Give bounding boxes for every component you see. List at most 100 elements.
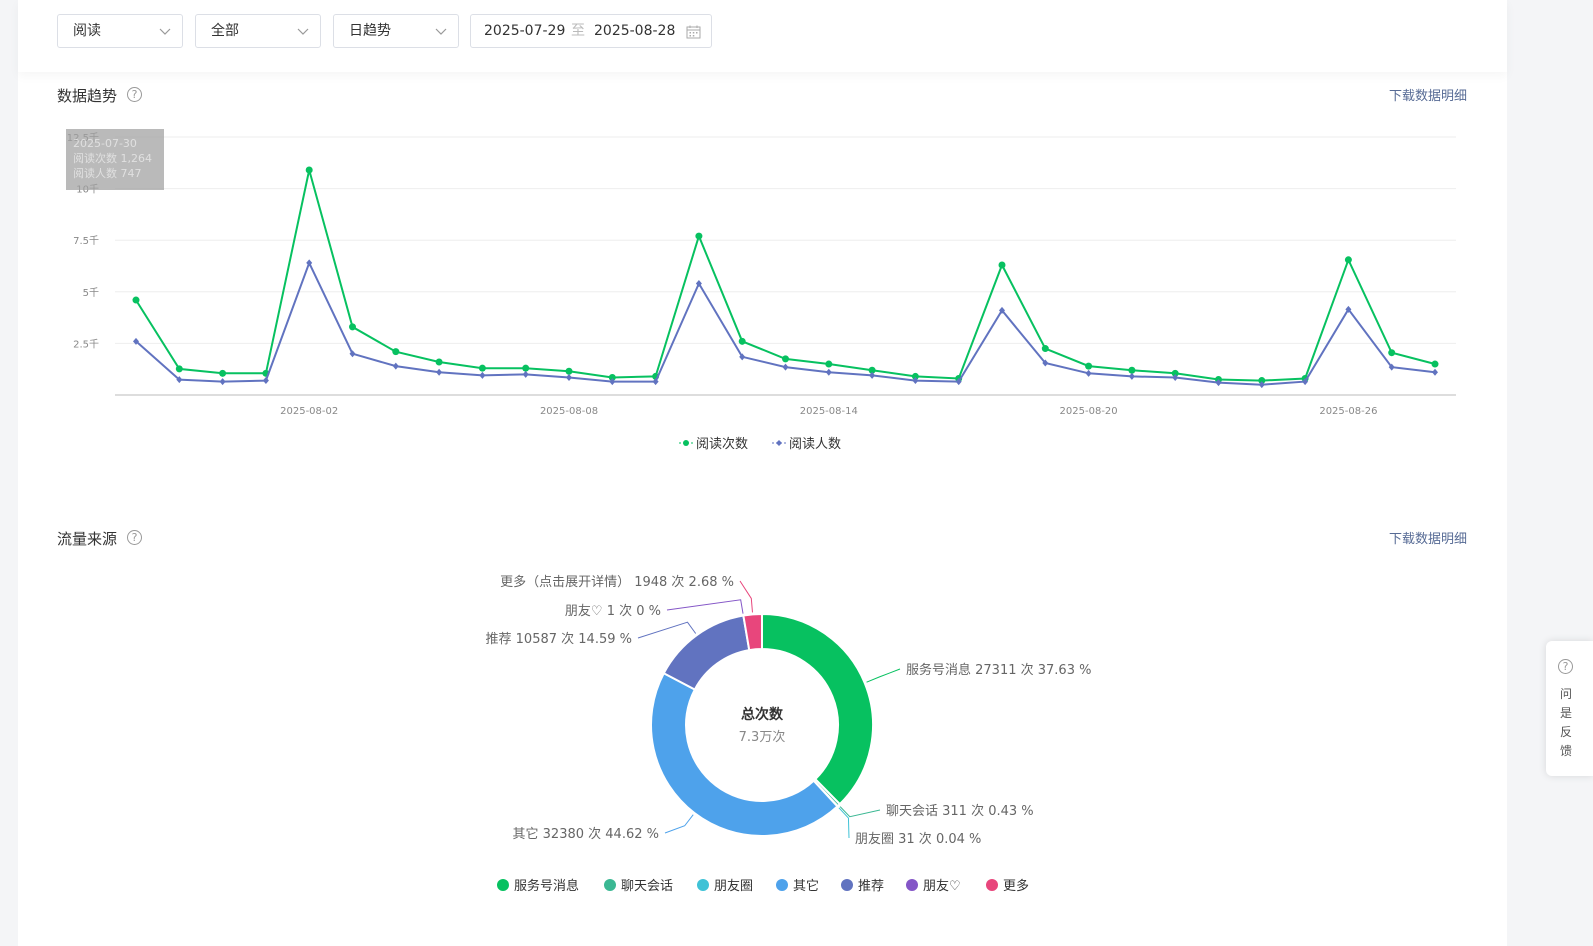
legend-marker xyxy=(776,879,788,891)
data-point xyxy=(609,378,616,386)
donut-center-value: 7.3万次 xyxy=(739,729,786,745)
tooltip-line-1: 阅读次数 1,264 xyxy=(73,152,152,165)
x-tick-label: 2025-08-20 xyxy=(1060,406,1118,417)
donut-center-title: 总次数 xyxy=(741,706,784,723)
data-point xyxy=(306,259,313,267)
legend-marker xyxy=(841,879,853,891)
legend-label: 朋友♡ xyxy=(923,878,961,894)
data-point xyxy=(1085,369,1092,377)
source-section-title: 流量来源 xyxy=(57,530,118,548)
legend-marker xyxy=(497,879,509,891)
data-point xyxy=(1171,369,1179,377)
leader-line xyxy=(637,621,697,639)
legend-item: 其它 xyxy=(776,878,819,894)
data-point xyxy=(435,358,443,366)
data-point xyxy=(392,362,399,370)
feedback-char: 反 xyxy=(1560,725,1573,739)
legend-label: 推荐 xyxy=(858,879,884,894)
calendar-icon xyxy=(686,25,701,39)
x-tick-label: 2025-08-02 xyxy=(280,406,338,417)
legend-item: 阅读人数 xyxy=(772,437,841,452)
slice-label: 服务号消息 27311 次 37.63 % xyxy=(906,662,1091,678)
end-date[interactable]: 2025-08-28 xyxy=(594,23,676,39)
data-point xyxy=(1042,359,1049,367)
slice-label: 其它 32380 次 44.62 % xyxy=(513,826,659,842)
slice-label: 推荐 10587 次 14.59 % xyxy=(486,631,632,647)
data-point xyxy=(522,364,530,372)
leader-line xyxy=(838,807,850,839)
data-point xyxy=(1172,373,1179,381)
trend-line-chart[interactable]: 2.5千5千7.5千10千12.5千2025-08-022025-08-0820… xyxy=(0,0,1593,470)
help-icon: ? xyxy=(1558,659,1573,674)
start-date[interactable]: 2025-07-29 xyxy=(484,23,566,39)
donut-slice xyxy=(662,614,751,691)
data-point xyxy=(436,368,443,376)
date-range-picker[interactable]: 2025-07-29 至 2025-08-28 xyxy=(470,14,712,48)
data-point xyxy=(349,323,356,331)
tooltip-date: 2025-07-30 xyxy=(73,137,137,150)
data-point xyxy=(1431,360,1439,368)
legend-item: 朋友♡ xyxy=(906,878,961,894)
legend-label: 阅读次数 xyxy=(696,436,748,452)
data-point xyxy=(782,355,789,363)
data-point xyxy=(1215,379,1222,387)
scope-select-value: 全部 xyxy=(211,23,239,39)
leader-line xyxy=(664,814,694,834)
chevron-down-icon xyxy=(159,28,171,35)
data-point xyxy=(392,348,400,356)
legend-item: 聊天会话 xyxy=(604,879,673,894)
data-point xyxy=(219,378,226,386)
legend-label: 聊天会话 xyxy=(621,879,673,894)
x-tick-label: 2025-08-26 xyxy=(1319,406,1377,417)
data-point xyxy=(565,367,573,375)
source-download-link[interactable]: 下载数据明细 xyxy=(1388,532,1467,547)
leader-line xyxy=(839,806,881,818)
slice-label: 朋友♡ 1 次 0 % xyxy=(565,603,661,619)
data-point xyxy=(219,369,227,377)
trend-download-link[interactable]: 下载数据明细 xyxy=(1388,89,1467,104)
feedback-tab[interactable]: ? 问 是 反 馈 xyxy=(1546,641,1593,776)
data-point xyxy=(608,373,616,381)
data-point xyxy=(175,365,183,373)
data-point xyxy=(1258,377,1266,385)
feedback-char: 是 xyxy=(1560,706,1573,720)
trend-section-title: 数据趋势 xyxy=(57,87,118,105)
data-point xyxy=(652,378,659,386)
traffic-source-donut-chart[interactable]: 服务号消息 27311 次 37.63 % 聊天会话 311 次 0.43 % 朋友… xyxy=(0,470,1593,946)
legend-label: 阅读人数 xyxy=(789,437,841,452)
series-line xyxy=(135,169,1436,382)
data-point xyxy=(1302,378,1309,386)
granularity-select[interactable]: 日趋势 xyxy=(333,14,459,48)
data-point xyxy=(1388,349,1396,357)
y-tick-label: 7.5千 xyxy=(73,235,99,247)
chart-tooltip: 2025-07-30 阅读次数 1,264 阅读人数 747 xyxy=(66,129,164,190)
data-point xyxy=(738,337,746,345)
chevron-down-icon xyxy=(297,28,309,35)
help-icon[interactable]: ? xyxy=(127,87,142,102)
data-point xyxy=(176,376,183,384)
legend-label: 服务号消息 xyxy=(514,878,579,894)
data-point xyxy=(1345,305,1352,313)
help-icon[interactable]: ? xyxy=(127,530,142,545)
donut-slice xyxy=(650,671,839,837)
y-tick-label: 5千 xyxy=(83,287,99,299)
legend-marker xyxy=(906,879,918,891)
legend-item: 更多 xyxy=(986,878,1029,894)
legend-item: 推荐 xyxy=(841,879,884,894)
feedback-char: 问 xyxy=(1560,687,1573,701)
data-point xyxy=(1432,368,1438,376)
metric-select[interactable]: 阅读 xyxy=(57,14,183,48)
chevron-down-icon xyxy=(435,28,447,35)
leader-line xyxy=(739,580,753,613)
legend-item: 服务号消息 xyxy=(497,878,579,894)
data-point xyxy=(1344,256,1352,264)
data-point xyxy=(1085,362,1093,370)
x-tick-label: 2025-08-14 xyxy=(800,406,858,417)
data-point xyxy=(1041,345,1049,353)
donut-slice xyxy=(742,612,763,652)
data-point xyxy=(868,366,876,374)
data-point xyxy=(695,280,702,288)
data-point xyxy=(1128,372,1135,380)
scope-select[interactable]: 全部 xyxy=(195,14,321,48)
legend-label: 其它 xyxy=(793,878,819,894)
